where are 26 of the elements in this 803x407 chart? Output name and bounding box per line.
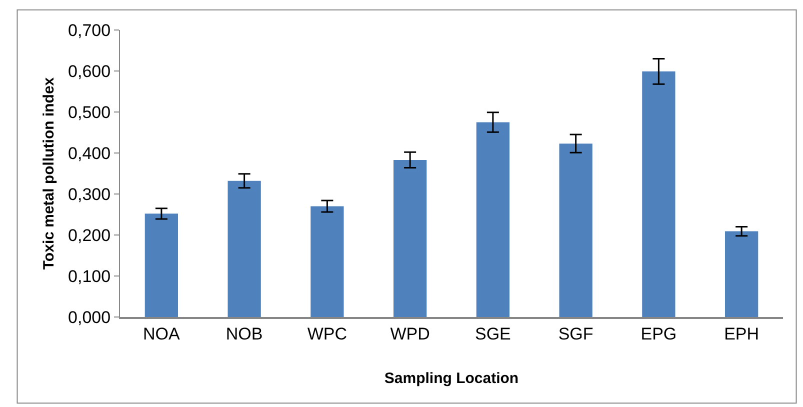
y-tick-label: 0,400 <box>68 144 111 163</box>
bar <box>559 144 592 317</box>
x-axis-title: Sampling Location <box>384 370 519 387</box>
x-tick-label: EPH <box>724 324 760 344</box>
bar <box>310 206 344 317</box>
y-tick-label: 0,600 <box>68 62 111 81</box>
bar <box>476 122 510 317</box>
y-tick-label: 0,000 <box>68 308 111 327</box>
y-tick-label: 0,200 <box>68 226 111 245</box>
bar <box>393 160 427 317</box>
bar <box>724 231 758 317</box>
x-tick-label: SGE <box>474 324 511 344</box>
y-tick-label: 0,300 <box>68 184 111 204</box>
x-tick-label: EPG <box>640 324 677 344</box>
x-tick-label: SGF <box>558 324 594 344</box>
bar <box>144 214 178 317</box>
y-tick-label: 0,100 <box>68 266 111 286</box>
x-tick-label: NOA <box>143 324 181 344</box>
y-tick-label: 0,700 <box>68 20 111 40</box>
x-tick-label: NOB <box>226 324 263 344</box>
y-tick-label: 0,500 <box>68 102 111 122</box>
y-axis-title: Toxic metal pollution index <box>40 76 58 270</box>
bar <box>642 71 676 317</box>
bar <box>228 180 261 317</box>
x-tick-label: WPD <box>390 324 430 344</box>
x-tick-label: WPC <box>307 324 348 344</box>
